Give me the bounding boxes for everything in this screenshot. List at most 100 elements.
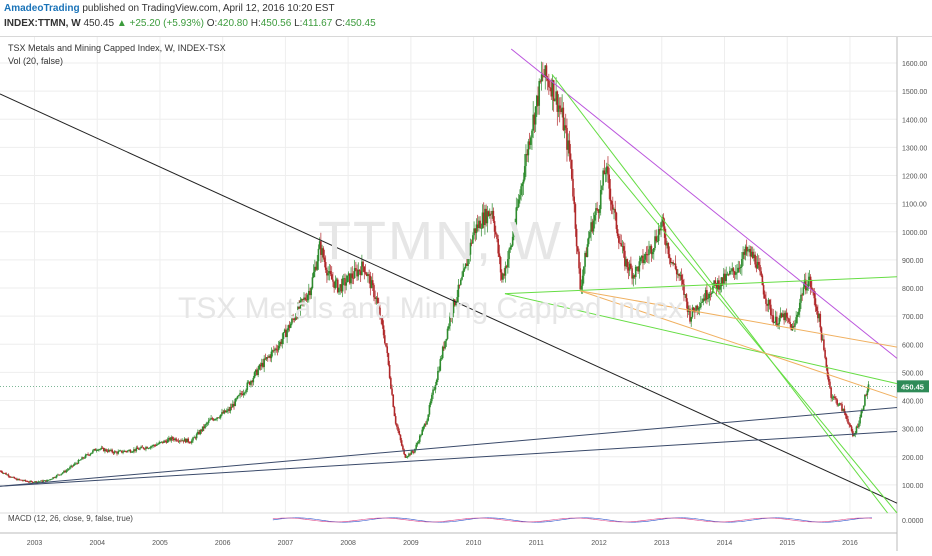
candle-body	[427, 415, 429, 421]
candle-body	[581, 286, 583, 290]
legend-title: TSX Metals and Mining Capped Index, W, I…	[8, 42, 226, 55]
y-tick-label: 1100.00	[902, 202, 927, 209]
candle-body	[62, 473, 64, 474]
candle-body	[699, 307, 701, 308]
open-value: 420.80	[217, 18, 248, 29]
x-tick-label: 2006	[215, 540, 231, 547]
macd-pane	[273, 518, 872, 522]
candle-body	[99, 449, 101, 450]
candle-body	[460, 280, 462, 285]
candle-body	[524, 166, 526, 180]
candle-body	[826, 358, 828, 368]
candle-body	[778, 318, 780, 324]
candle-body	[730, 271, 732, 272]
candle-body	[548, 81, 550, 88]
candle-body	[335, 281, 337, 289]
y-tick-label: 800.00	[902, 286, 924, 293]
candle-body	[856, 427, 858, 433]
candle-body	[90, 454, 92, 455]
candle-body	[774, 322, 776, 323]
candle-body	[583, 267, 585, 276]
candle-body	[80, 460, 82, 461]
candle-body	[267, 357, 269, 358]
candle-body	[220, 415, 222, 418]
candle-body	[51, 479, 53, 480]
candle-body	[368, 274, 370, 276]
candle-body	[448, 326, 450, 329]
candle-body	[73, 465, 75, 466]
candle-body	[864, 395, 866, 406]
candle-body	[143, 447, 145, 448]
publish-date: published on TradingView.com, April 12, …	[82, 3, 334, 14]
candle-body	[436, 380, 438, 385]
x-tick-label: 2011	[529, 540, 544, 547]
candle-body	[525, 154, 527, 166]
candle-body	[417, 443, 419, 445]
candle-body	[383, 325, 385, 335]
candle-body	[740, 267, 742, 268]
candle-body	[157, 444, 159, 445]
candle-body	[390, 378, 392, 389]
candle-body	[0, 471, 2, 472]
candle-body	[846, 415, 848, 419]
candle-body	[69, 467, 71, 469]
candle-body	[719, 286, 721, 289]
legend-volume: Vol (20, false)	[8, 55, 226, 68]
candle-body	[263, 359, 265, 367]
candle-body	[648, 249, 650, 255]
candle-body	[331, 274, 333, 279]
candle-body	[701, 302, 703, 303]
candle-body	[618, 236, 620, 243]
candle-body	[587, 244, 589, 257]
y-tick-label: 500.00	[902, 370, 924, 377]
y-tick-label: 1300.00	[902, 145, 927, 152]
candle-body	[403, 449, 405, 454]
candle-body	[823, 339, 825, 350]
low-value: 411.67	[302, 18, 332, 29]
candle-body	[795, 317, 797, 323]
candle-body	[389, 365, 391, 378]
candle-body	[569, 140, 571, 153]
candle-body	[39, 481, 41, 482]
candle-body	[530, 137, 532, 145]
candle-body	[243, 393, 245, 395]
candle-body	[559, 105, 561, 108]
candle-body	[420, 435, 422, 436]
candle-body	[657, 241, 659, 242]
candle-body	[191, 440, 193, 442]
candle-body	[245, 390, 247, 393]
macd-value-label: 0.0000	[902, 518, 924, 525]
candle-body	[401, 440, 403, 445]
candle-body	[115, 451, 117, 452]
candle-body	[172, 437, 174, 439]
y-tick-label: 1600.00	[902, 61, 927, 68]
candle-body	[91, 453, 93, 454]
candle-body	[611, 201, 613, 204]
candle-body	[535, 107, 537, 125]
candle-body	[764, 294, 766, 298]
candle-body	[747, 250, 749, 251]
x-tick-label: 2013	[654, 540, 670, 547]
high-label: H:	[251, 18, 261, 29]
candle-body	[577, 246, 579, 251]
watermark-symbol: TTMN, W	[318, 210, 563, 272]
candle-body	[271, 352, 273, 358]
candle-body	[859, 417, 861, 423]
candle-body	[797, 315, 799, 317]
candle-body	[421, 430, 423, 435]
candle-body	[208, 421, 210, 423]
candle-body	[858, 423, 860, 427]
candle-body	[384, 335, 386, 343]
candles	[0, 62, 869, 484]
x-tick-label: 2007	[278, 540, 294, 547]
candle-body	[706, 290, 708, 299]
x-tick-label: 2005	[152, 540, 168, 547]
candle-body	[554, 100, 556, 101]
candle-body	[85, 455, 87, 458]
author-link[interactable]: AmadeoTrading	[4, 3, 80, 14]
candle-body	[395, 416, 397, 424]
y-tick-label: 600.00	[902, 342, 924, 349]
candle-body	[283, 332, 285, 339]
blue-trendline	[0, 431, 897, 486]
candle-body	[520, 186, 522, 195]
